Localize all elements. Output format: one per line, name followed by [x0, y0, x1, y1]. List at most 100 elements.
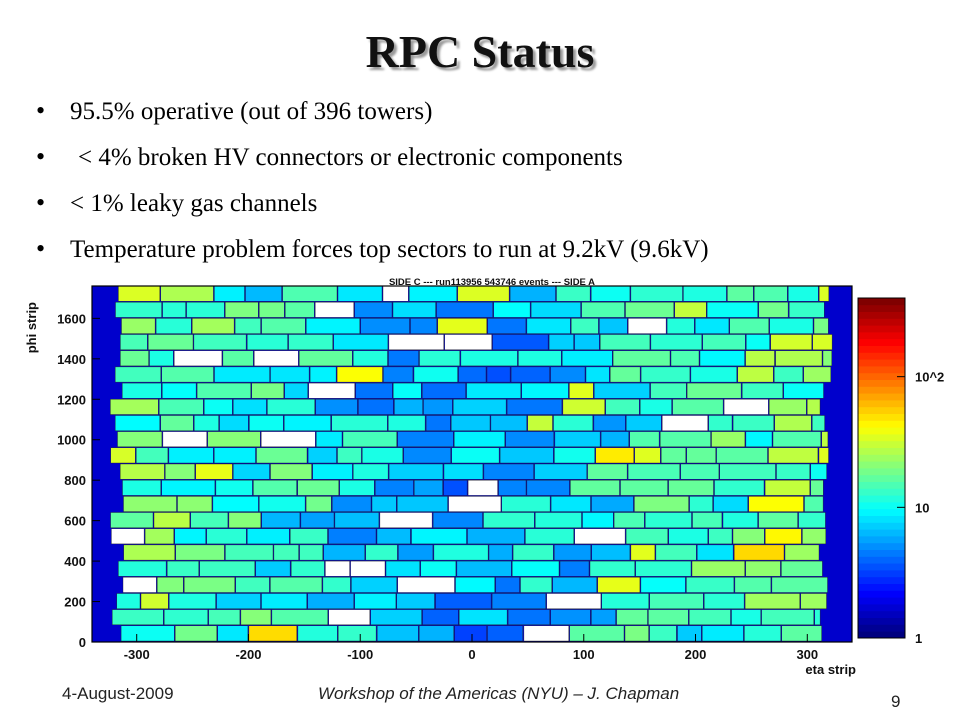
heatmap-cell — [354, 593, 397, 609]
heatmap-cell — [456, 560, 512, 577]
heatmap-cell — [162, 382, 197, 399]
heatmap-cell — [774, 366, 804, 383]
colorbar-band — [858, 413, 905, 421]
heatmap-cell — [487, 318, 527, 334]
heatmap-cell — [512, 560, 560, 577]
heatmap-cell — [173, 350, 223, 367]
heatmap-cell — [443, 463, 484, 480]
heatmap-cell — [444, 334, 492, 350]
heatmap-cell — [599, 318, 628, 334]
heatmap-cell — [732, 415, 774, 431]
x-tick-label: -200 — [235, 647, 261, 662]
bullet-marker: • — [36, 142, 46, 171]
heatmap-cell — [315, 302, 354, 318]
heatmap-cell — [433, 544, 489, 561]
heatmap-cell — [455, 577, 495, 593]
heatmap-cell — [574, 528, 626, 545]
colorbar-band — [858, 454, 905, 462]
heatmap-cell — [196, 382, 252, 399]
chart-title: SIDE C --- run113956 543746 events --- S… — [389, 277, 595, 288]
heatmap-cell — [351, 577, 397, 593]
heatmap-cell — [612, 350, 671, 367]
heatmap-cell — [291, 560, 325, 577]
heatmap-cell — [110, 512, 154, 528]
colorbar-band — [858, 502, 905, 510]
colorbar-band — [858, 332, 905, 340]
heatmap-cell — [704, 593, 745, 609]
heatmap-cell — [165, 463, 195, 480]
heatmap-cell — [769, 318, 814, 334]
heatmap-cell — [217, 625, 249, 642]
heatmap-cell — [640, 366, 691, 383]
heatmap-cell — [411, 528, 467, 545]
heatmap-cell — [163, 609, 208, 626]
heatmap-cell — [534, 463, 587, 480]
y-tick-label: 200 — [64, 595, 86, 610]
heatmap-cell — [552, 577, 597, 593]
heatmap-cell — [120, 334, 148, 350]
heatmap-cell — [640, 577, 686, 593]
bullet-text: < 1% leaky gas channels — [70, 190, 318, 217]
colorbar-band — [858, 318, 905, 326]
colorbar-band — [858, 583, 905, 591]
heatmap-cell — [812, 334, 833, 350]
heatmap-cell — [323, 544, 366, 561]
heatmap-cell — [398, 544, 434, 561]
heatmap-cell — [353, 463, 389, 480]
heatmap-cell — [689, 496, 713, 512]
y-tick-label: 1400 — [57, 352, 86, 367]
heatmap-cell — [419, 350, 460, 367]
page-number: 9 — [891, 692, 901, 711]
y-axis: 0 200 400 600 800 1000 1200 1400 1600 — [57, 311, 100, 650]
heatmap-cell — [174, 625, 217, 642]
heatmap-cell — [233, 399, 267, 415]
colorbar-band — [858, 481, 905, 489]
heatmap-cell — [459, 609, 508, 626]
heatmap-cell — [758, 512, 798, 528]
heatmap-cell — [300, 512, 335, 528]
heatmap-cell — [814, 609, 821, 626]
heatmap-cell — [781, 560, 823, 577]
y-tick-label: 0 — [79, 635, 86, 650]
heatmap-cell — [358, 399, 394, 415]
heatmap-cell — [316, 431, 343, 448]
heatmap-cell — [332, 496, 372, 512]
heatmap-cell — [148, 334, 194, 350]
colorbar-band — [858, 604, 905, 612]
heatmap-cell — [193, 415, 219, 431]
heatmap-cell — [625, 302, 674, 318]
heatmap-cell — [261, 431, 316, 448]
heatmap-cell — [297, 625, 338, 642]
heatmap-cell — [249, 415, 284, 431]
heatmap-cell — [365, 544, 398, 561]
heatmap-cell — [334, 512, 380, 528]
heatmap-cell — [772, 431, 821, 448]
heatmap-cell — [423, 399, 453, 415]
heatmap-cell — [748, 496, 804, 512]
heatmap-cell — [177, 496, 213, 512]
heatmap-cell — [140, 593, 169, 609]
heatmap-cell — [591, 285, 631, 302]
heatmap-cell — [385, 560, 420, 577]
heatmap-cell — [800, 593, 827, 609]
heatmap-cell — [729, 318, 769, 334]
heatmap-cell — [119, 463, 165, 480]
heatmap-cell — [256, 447, 308, 464]
heatmap-cell — [742, 382, 784, 399]
heatmap-cell — [458, 366, 487, 383]
heatmap-cell — [454, 625, 487, 642]
colorbar-band — [858, 468, 905, 476]
colorbar-band — [858, 610, 905, 618]
heatmap-cell — [161, 479, 216, 496]
heatmap-cell — [392, 302, 436, 318]
colorbar-band — [858, 372, 905, 380]
heatmap-cell — [745, 350, 775, 367]
heatmap-cell — [492, 334, 549, 350]
heatmap-cell — [722, 512, 758, 528]
heatmap-cell — [362, 447, 403, 464]
heatmap-cell — [376, 528, 411, 545]
heatmap-cell — [708, 528, 733, 545]
heatmap-cell — [222, 350, 254, 367]
heatmap-cell — [136, 447, 169, 464]
heatmap-cell — [312, 463, 353, 480]
